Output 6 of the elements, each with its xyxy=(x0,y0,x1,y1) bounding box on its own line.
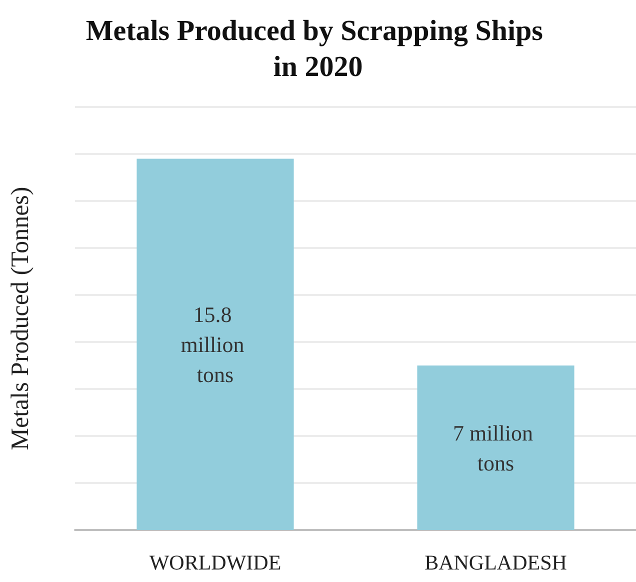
x-tick-label: BANGLADESH xyxy=(424,550,567,574)
chart-title: Metals Produced by Scrapping Ships in 2020 xyxy=(86,15,550,83)
y-axis-title: Metals Produced (Tonnes) xyxy=(7,186,34,450)
data-label: 7 million tons xyxy=(452,420,539,476)
data-label: 15.8 million tons xyxy=(180,302,250,387)
x-tick-label: WORLDWIDE xyxy=(149,550,282,574)
